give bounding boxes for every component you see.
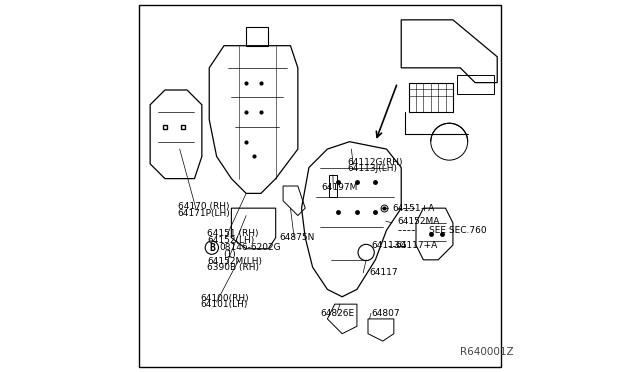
Text: 64151+A: 64151+A	[392, 203, 435, 213]
Text: 64875N: 64875N	[280, 233, 315, 242]
Text: 64117: 64117	[370, 268, 399, 277]
Text: 64197M: 64197M	[322, 183, 358, 192]
Text: 64100(RH): 64100(RH)	[200, 294, 248, 303]
Text: 64171P(LH): 64171P(LH)	[178, 209, 230, 218]
Text: 6390B (RH): 6390B (RH)	[207, 263, 259, 272]
Text: 64152MA: 64152MA	[397, 217, 440, 225]
Text: 64152M(LH): 64152M(LH)	[207, 257, 262, 266]
Text: R640001Z: R640001Z	[460, 347, 514, 357]
Text: SEE SEC.760: SEE SEC.760	[429, 226, 486, 235]
Text: 64101(LH): 64101(LH)	[200, 300, 248, 310]
Text: 08146-6202G: 08146-6202G	[220, 243, 281, 252]
Text: 64826E: 64826E	[320, 309, 354, 318]
Text: 64112G(RH): 64112G(RH)	[348, 157, 403, 167]
Text: 64151 (RH): 64151 (RH)	[207, 230, 259, 238]
Text: B: B	[209, 243, 215, 253]
Text: 64113J(LH): 64113J(LH)	[348, 164, 397, 173]
Text: 64113G: 64113G	[371, 241, 406, 250]
Text: 64152(LH): 64152(LH)	[207, 236, 255, 245]
Text: 64807: 64807	[371, 309, 399, 318]
Text: 64117+A: 64117+A	[396, 241, 438, 250]
Text: (1): (1)	[223, 250, 236, 259]
Text: 64170 (RH): 64170 (RH)	[178, 202, 229, 211]
